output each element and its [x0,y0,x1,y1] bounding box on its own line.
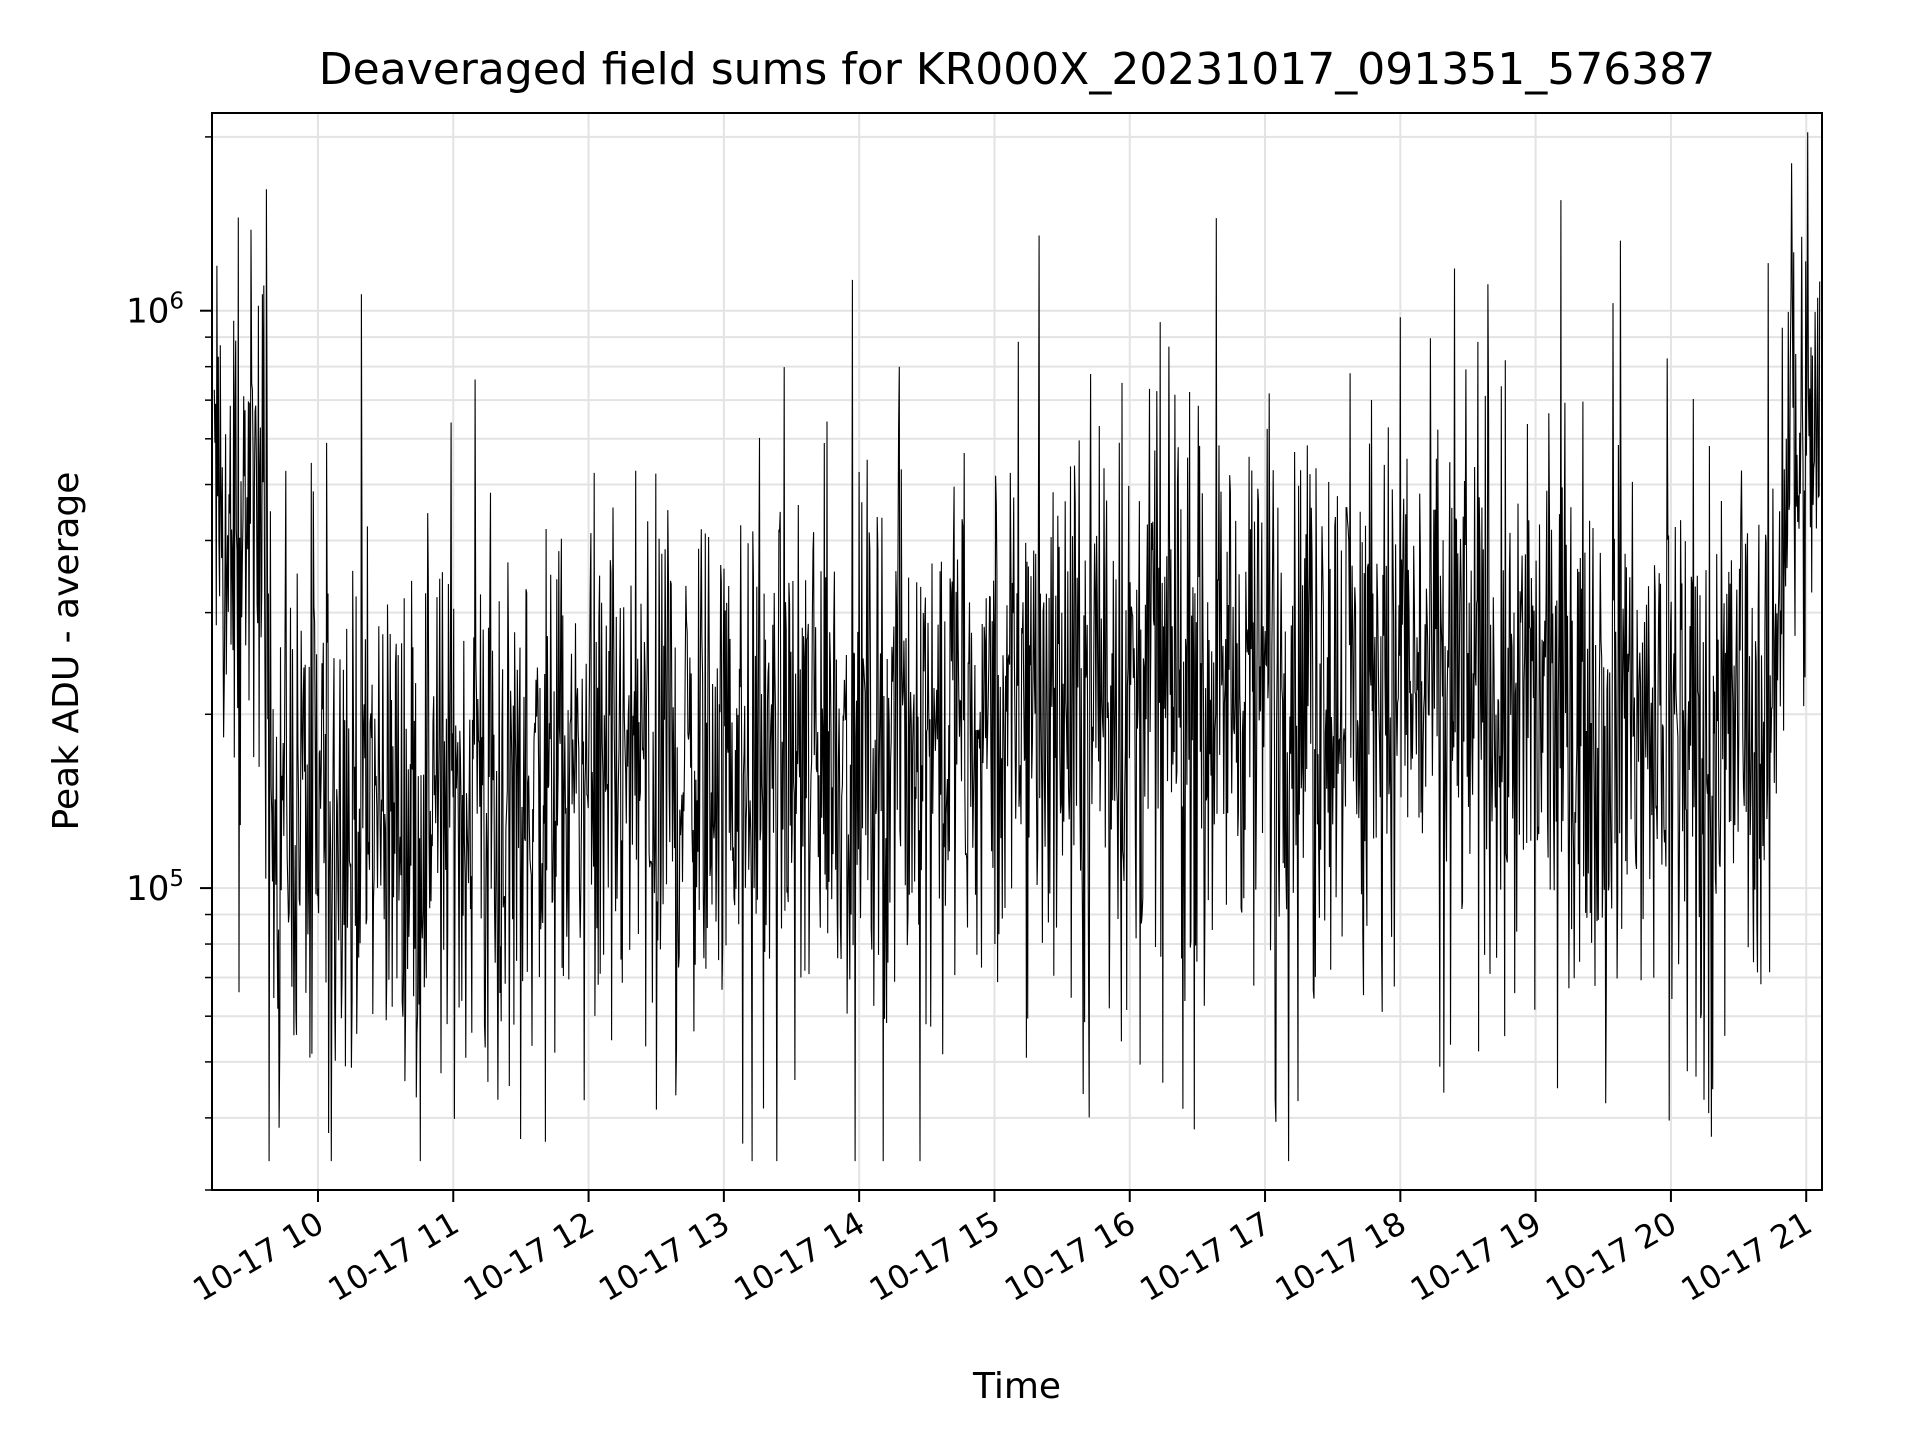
chart-title: Deaveraged field sums for KR000X_2023101… [319,44,1715,95]
y-tick-label: 105 [126,866,184,909]
y-tick-base: 10 [126,292,169,332]
y-tick-exponent: 5 [169,866,184,892]
y-tick-exponent: 6 [169,289,184,315]
y-axis-label: Peak ADU - average [46,472,87,831]
series-line [213,132,1821,1162]
series-layer [213,132,1821,1162]
y-tick-base: 10 [126,869,169,909]
y-tick-label: 106 [126,289,184,332]
plot-frame [211,112,1823,1191]
x-axis-label: Time [972,1366,1061,1407]
